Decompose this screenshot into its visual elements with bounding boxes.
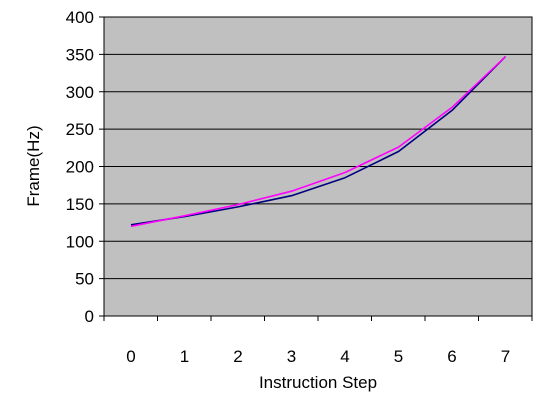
y-tick-label: 50 xyxy=(75,270,94,289)
x-tick-label: 5 xyxy=(394,347,403,366)
y-tick-label: 350 xyxy=(66,45,94,64)
y-tick-label: 150 xyxy=(66,195,94,214)
x-tick-label: 3 xyxy=(287,347,296,366)
x-tick-label: 1 xyxy=(180,347,189,366)
y-axis-label: Frame(Hz) xyxy=(24,125,43,206)
series-lines xyxy=(130,56,507,228)
x-tick-label: 7 xyxy=(501,347,510,366)
gridlines xyxy=(104,53,532,280)
y-tick-label: 100 xyxy=(66,232,94,251)
y-tick-label: 250 xyxy=(66,120,94,139)
y-tick-label: 200 xyxy=(66,158,94,177)
x-axis-label: Instruction Step xyxy=(259,373,377,392)
series-line-2 xyxy=(130,56,507,228)
y-tick-label: 300 xyxy=(66,83,94,102)
x-tick-label: 0 xyxy=(126,347,135,366)
y-tick-label: 400 xyxy=(66,8,94,27)
x-tick-label: 2 xyxy=(233,347,242,366)
x-axis-ticks: 0 1 2 3 4 5 6 7 xyxy=(103,316,533,366)
y-tick-label: 0 xyxy=(85,307,94,326)
y-axis-ticks: 0 50 100 150 200 250 300 350 400 xyxy=(66,8,104,326)
series-line-1 xyxy=(130,56,507,226)
x-tick-label: 4 xyxy=(340,347,349,366)
x-tick-label: 6 xyxy=(447,347,456,366)
